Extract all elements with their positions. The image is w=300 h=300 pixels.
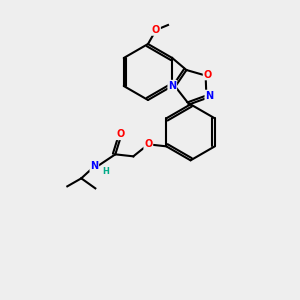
Text: O: O: [203, 70, 212, 80]
Text: O: O: [152, 25, 160, 35]
Text: N: N: [90, 161, 98, 171]
Text: N: N: [168, 81, 176, 91]
Text: O: O: [144, 139, 152, 149]
Text: N: N: [205, 91, 213, 100]
Text: O: O: [116, 129, 124, 139]
Text: H: H: [102, 167, 109, 176]
